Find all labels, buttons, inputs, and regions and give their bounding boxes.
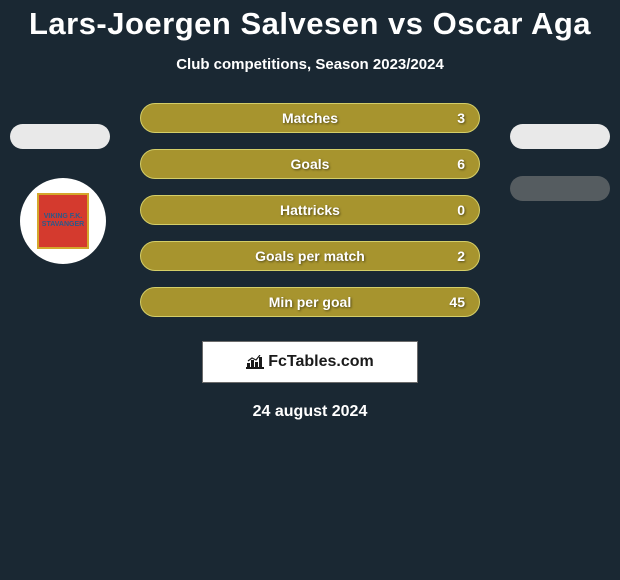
stat-value: 0 [457,202,465,218]
player-right-pill-1 [510,124,610,149]
stat-label: Goals [291,156,330,172]
brand-chart-icon [246,355,264,369]
content-root: Lars-Joergen Salvesen vs Oscar Aga Club … [0,0,620,580]
brand-text: FcTables.com [268,353,374,371]
subtitle: Club competitions, Season 2023/2024 [0,56,620,73]
page-title: Lars-Joergen Salvesen vs Oscar Aga [0,6,620,42]
stat-row-min-per-goal: Min per goal 45 [140,287,480,317]
player-right-pill-2 [510,176,610,201]
crest-line-1: VIKING F.K. [44,213,83,221]
stat-label: Min per goal [269,294,351,310]
crest-line-2: STAVANGER [42,221,84,229]
stat-row-goals-per-match: Goals per match 2 [140,241,480,271]
brand-box[interactable]: FcTables.com [202,341,418,383]
stat-row-matches: Matches 3 [140,103,480,133]
club-crest: VIKING F.K. STAVANGER [37,193,89,249]
stat-label: Matches [282,110,338,126]
stat-label: Hattricks [280,202,340,218]
avatar: VIKING F.K. STAVANGER [20,178,106,264]
stat-label: Goals per match [255,248,365,264]
player-left-pill [10,124,110,149]
stat-row-goals: Goals 6 [140,149,480,179]
stat-value: 45 [449,294,465,310]
stat-row-hattricks: Hattricks 0 [140,195,480,225]
stat-value: 3 [457,110,465,126]
date-text: 24 august 2024 [0,403,620,421]
stat-value: 6 [457,156,465,172]
stat-value: 2 [457,248,465,264]
